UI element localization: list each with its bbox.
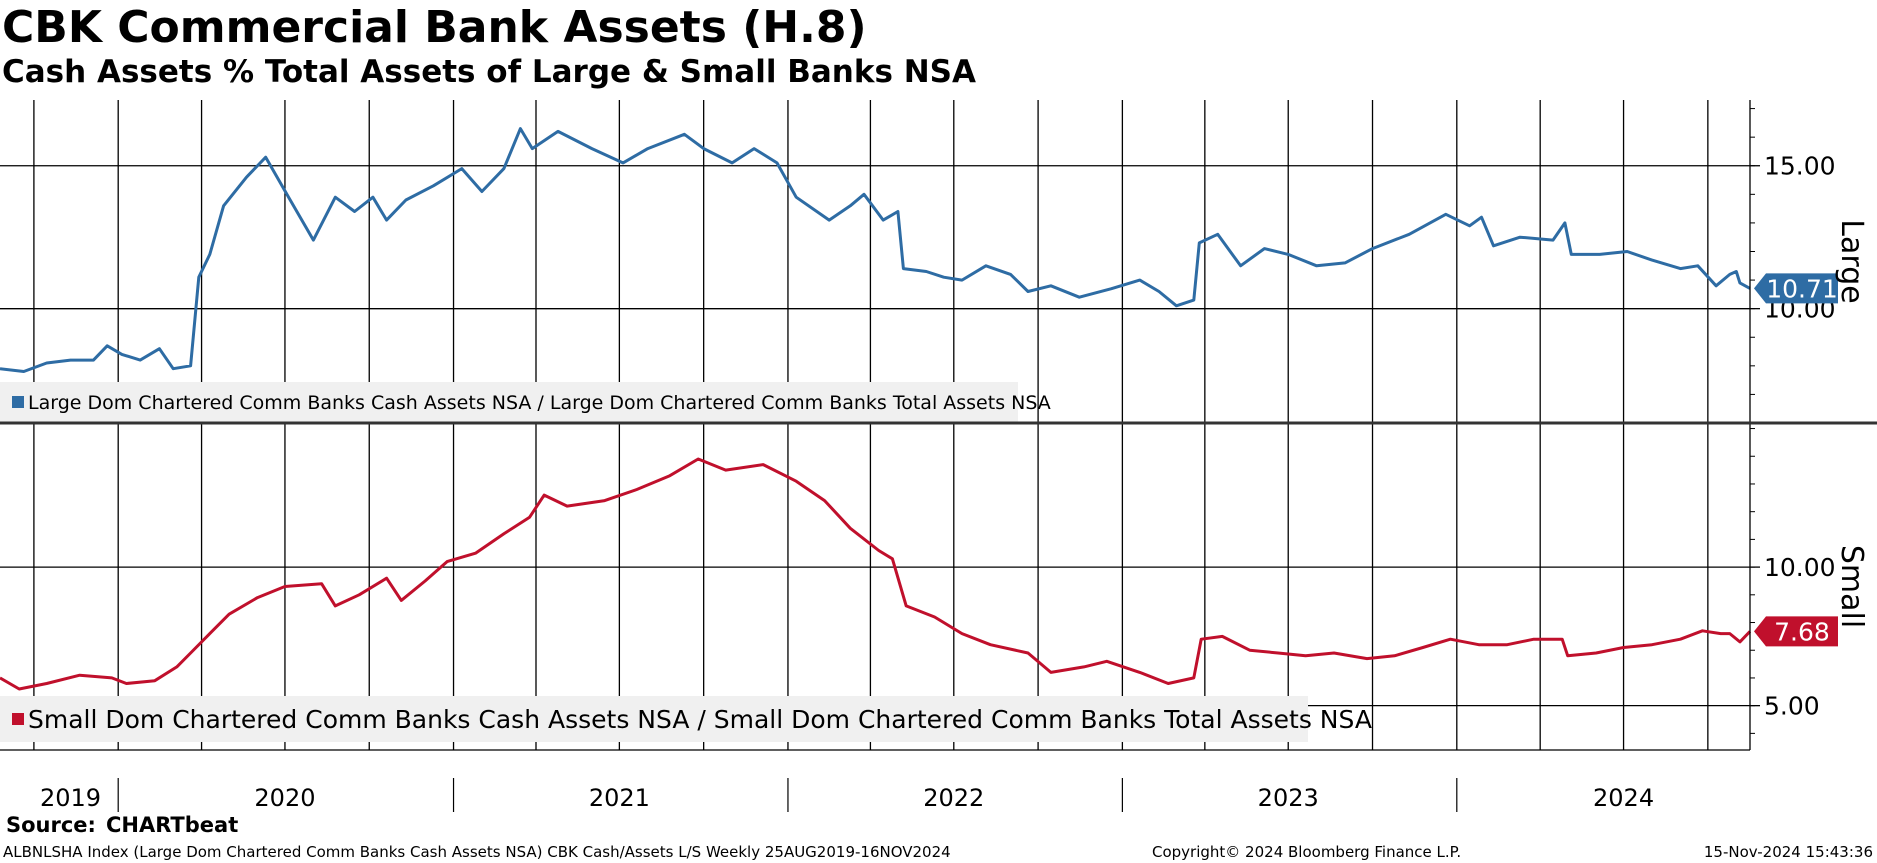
source-label: Source:: [6, 813, 96, 837]
timestamp: 15-Nov-2024 15:43:36: [1703, 843, 1873, 861]
legend-label: Small Dom Chartered Comm Banks Cash Asse…: [28, 705, 1372, 734]
ticker-line: ALBNLSHA Index (Large Dom Chartered Comm…: [3, 843, 951, 861]
series-line-small: [0, 457, 1752, 691]
y-tick-label: 10.00: [1764, 553, 1836, 582]
x-tick-label: 2024: [1593, 784, 1654, 812]
legend-swatch: [12, 713, 24, 725]
copyright: Copyright© 2024 Bloomberg Finance L.P.: [1152, 843, 1462, 861]
chart-subtitle: Cash Assets % Total Assets of Large & Sm…: [2, 54, 976, 90]
axis-label-large: Large: [1834, 219, 1869, 303]
x-tick-label: 2019: [40, 784, 101, 812]
legend-swatch: [12, 396, 24, 408]
series-line-large: [0, 127, 1751, 373]
last-value-label: 10.71: [1766, 274, 1838, 303]
last-value-tag: [1754, 273, 1838, 304]
x-tick-label: 2022: [923, 784, 984, 812]
y-tick-label: 15.00: [1764, 152, 1836, 181]
legend-label: Large Dom Chartered Comm Banks Cash Asse…: [28, 392, 1051, 414]
legend-box: [0, 696, 1308, 742]
x-tick-label: 2023: [1258, 784, 1319, 812]
legend-box: [0, 382, 1018, 422]
last-value-tag: [1754, 616, 1838, 647]
source-line: Source: CHARTbeat: [6, 813, 238, 837]
x-tick-label: 2020: [254, 784, 315, 812]
axis-label-small: Small: [1834, 545, 1869, 628]
chart-title: CBK Commercial Bank Assets (H.8): [2, 2, 867, 53]
y-tick-label: 5.00: [1764, 692, 1820, 721]
source-value: CHARTbeat: [105, 813, 239, 837]
last-value-label: 7.68: [1774, 617, 1830, 646]
x-tick-label: 2021: [589, 784, 650, 812]
